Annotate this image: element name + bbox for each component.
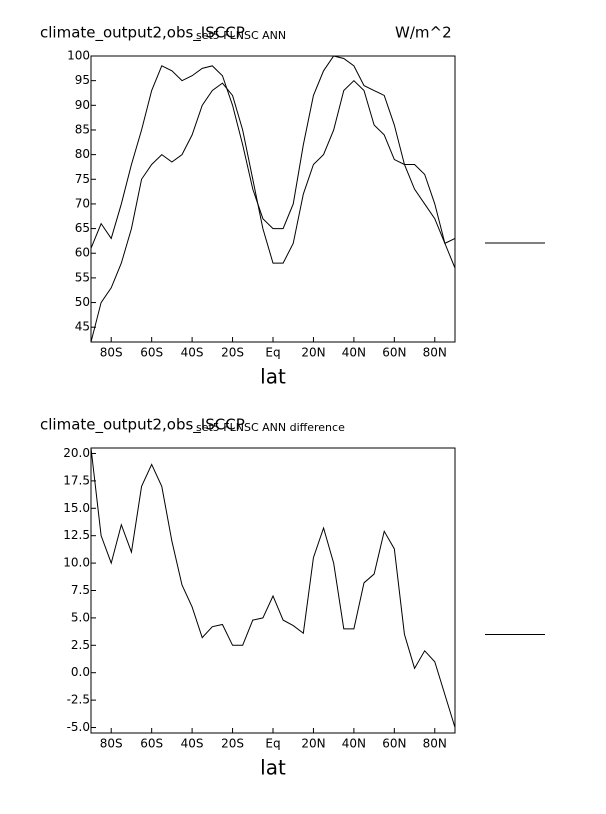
- y-tick-label: 55: [75, 270, 90, 284]
- x-tick-label: 80S: [100, 737, 123, 751]
- y-tick-label: 17.5: [63, 473, 90, 487]
- x-tick-label: Eq: [265, 737, 280, 751]
- y-tick-label: 80: [75, 147, 90, 161]
- x-tick-label: 80S: [100, 346, 123, 360]
- plot-frame: [90, 447, 456, 734]
- x-tick-label: 60N: [382, 737, 406, 751]
- plot-frame: [90, 55, 456, 343]
- x-tick-label: 80N: [423, 737, 447, 751]
- chart-subtitle: set5 FLNSC ANN: [196, 29, 286, 42]
- y-tick-label: 12.5: [63, 528, 90, 542]
- units-label: W/m^2: [395, 24, 452, 42]
- y-tick-label: 100: [67, 49, 90, 63]
- y-tick-label: 95: [75, 73, 90, 87]
- chart-subtitle: set5 FLNSC ANN difference: [196, 421, 345, 434]
- x-tick-label: 80N: [423, 346, 447, 360]
- y-tick-label: 45: [75, 320, 90, 334]
- x-tick-label: 20S: [221, 346, 244, 360]
- y-tick-label: 50: [75, 295, 90, 309]
- y-tick-label: 7.5: [71, 583, 90, 597]
- x-tick-label: Eq: [265, 346, 280, 360]
- x-tick-label: 40S: [181, 346, 204, 360]
- x-tick-label: 40N: [342, 737, 366, 751]
- x-tick-label: 60N: [382, 346, 406, 360]
- y-tick-label: 70: [75, 196, 90, 210]
- x-tick-label: 20N: [301, 737, 325, 751]
- x-tick-label: 40S: [181, 737, 204, 751]
- y-tick-label: 5.0: [71, 610, 90, 624]
- x-axis-label: lat: [260, 756, 286, 780]
- y-tick-label: 2.5: [71, 638, 90, 652]
- y-tick-label: 10.0: [63, 556, 90, 570]
- y-tick-label: 85: [75, 122, 90, 136]
- chart-title: climate_output2,obs_ISCCP: [40, 416, 245, 435]
- y-tick-label: 65: [75, 221, 90, 235]
- y-tick-label: 90: [75, 98, 90, 112]
- y-tick-label: 0.0: [71, 665, 90, 679]
- y-tick-label: 75: [75, 172, 90, 186]
- x-tick-label: 60S: [140, 346, 163, 360]
- y-tick-label: 15.0: [63, 501, 90, 515]
- data-line: [90, 55, 456, 249]
- y-tick-label: 20.0: [63, 446, 90, 460]
- chart-title: climate_output2,obs_ISCCP: [40, 24, 245, 43]
- x-tick-label: 20S: [221, 737, 244, 751]
- x-tick-label: 60S: [140, 737, 163, 751]
- y-tick-label: -5.0: [67, 720, 90, 734]
- y-tick-label: -2.5: [67, 693, 90, 707]
- x-tick-label: 20N: [301, 346, 325, 360]
- x-axis-label: lat: [260, 365, 286, 389]
- data-line: [90, 447, 456, 728]
- x-tick-label: 40N: [342, 346, 366, 360]
- data-line: [90, 79, 456, 343]
- y-tick-label: 60: [75, 246, 90, 260]
